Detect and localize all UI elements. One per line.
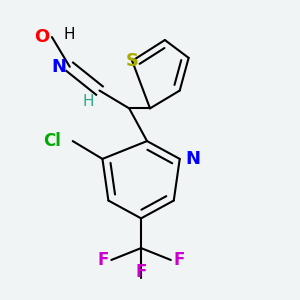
Text: N: N <box>52 58 67 76</box>
Text: H: H <box>82 94 94 109</box>
Text: S: S <box>126 52 139 70</box>
Text: O: O <box>34 28 49 46</box>
Text: F: F <box>97 251 108 269</box>
Text: N: N <box>186 150 201 168</box>
Text: F: F <box>135 263 147 281</box>
Text: F: F <box>174 251 185 269</box>
Text: H: H <box>64 27 75 42</box>
Text: Cl: Cl <box>43 132 61 150</box>
